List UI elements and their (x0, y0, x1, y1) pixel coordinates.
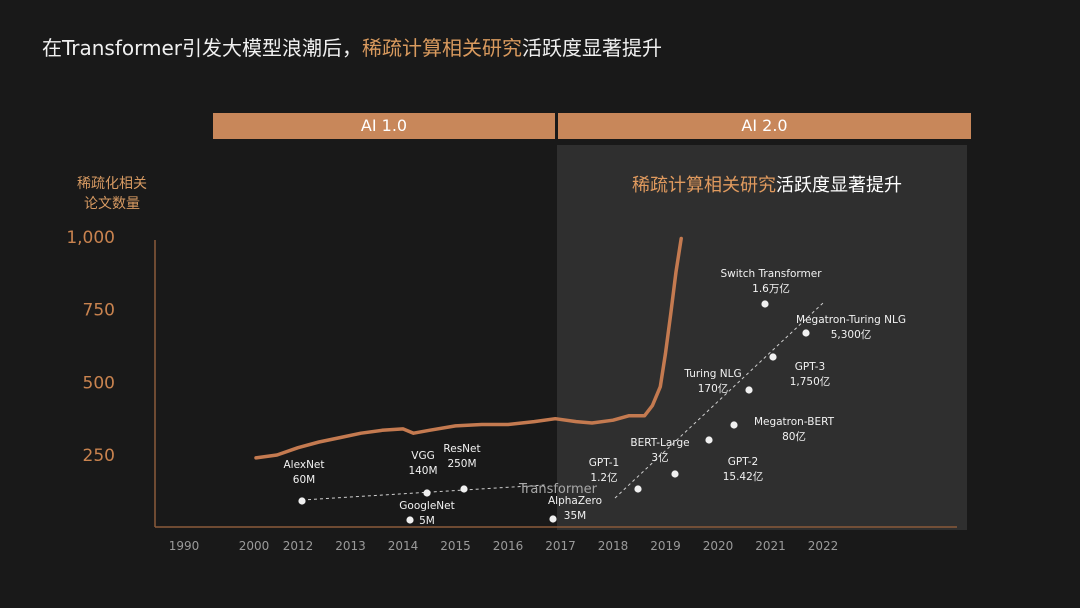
model-point (730, 421, 738, 429)
x-tick-label: 2020 (703, 539, 734, 553)
model-point (761, 300, 769, 308)
model-point (549, 515, 557, 523)
model-name-label: GoogleNet (399, 500, 454, 512)
title-highlight: 稀疏计算相关研究 (362, 36, 523, 60)
y-tick-label: 750 (83, 301, 115, 321)
era-ai1-bar: AI 1.0 (213, 113, 555, 139)
model-size-label: 1.2亿 (590, 471, 617, 484)
model-name-label: VGG (411, 450, 434, 462)
era-ai2-bar: AI 2.0 (558, 113, 971, 139)
model-name-label: ResNet (443, 443, 480, 455)
y-tick-label: 1,000 (66, 228, 115, 248)
panel-title-suffix: 活跃度显著提升 (776, 175, 902, 196)
model-size-label: 15.42亿 (723, 470, 764, 483)
transformer-label: Transformer (518, 482, 598, 497)
model-name-label: Turing NLG (683, 368, 741, 380)
x-tick-label: 2000 (239, 539, 270, 553)
model-size-label: 250M (447, 458, 476, 470)
x-tick-label: 2015 (440, 539, 471, 553)
x-tick-label: 2017 (545, 539, 576, 553)
model-point (705, 436, 713, 444)
model-name-label: GPT-1 (589, 457, 619, 469)
model-name-label: Switch Transformer (720, 268, 822, 280)
title-suffix: 活跃度显著提升 (522, 36, 663, 60)
y-axis-label-line1: 稀疏化相关 (77, 176, 147, 192)
y-axis-label: 稀疏化相关 论文数量 (70, 174, 154, 214)
x-tick-label: 2016 (493, 539, 524, 553)
model-name-label: Megatron-BERT (754, 416, 835, 428)
model-point (802, 329, 810, 337)
paper-count-curve (254, 236, 683, 460)
x-tick-label: 2014 (388, 539, 419, 553)
model-point (423, 489, 431, 497)
model-point (634, 485, 642, 493)
model-size-label: 60M (293, 474, 315, 486)
x-tick-label: 2013 (335, 539, 366, 553)
x-tick-label: 2012 (283, 539, 314, 553)
ai2-panel (557, 145, 967, 530)
x-tick-label: 2018 (598, 539, 629, 553)
model-size-label: 170亿 (698, 382, 729, 395)
model-point (460, 485, 468, 493)
model-point (745, 386, 753, 394)
y-axis-label-line2: 论文数量 (84, 196, 140, 212)
model-size-label: 35M (564, 510, 586, 522)
x-tick-label: 2022 (808, 539, 839, 553)
model-size-label: 80亿 (782, 430, 806, 443)
page-title: 在Transformer引发大模型浪潮后，稀疏计算相关研究活跃度显著提升 (42, 32, 662, 61)
y-tick-label: 250 (83, 446, 115, 466)
model-point (671, 470, 679, 478)
x-tick-label: 2019 (650, 539, 681, 553)
panel-title-highlight: 稀疏计算相关研究 (632, 175, 776, 196)
x-tick-label: 2021 (755, 539, 786, 553)
title-prefix: 在Transformer引发大模型浪潮后， (42, 36, 363, 60)
model-point (769, 353, 777, 361)
model-point (406, 516, 414, 524)
trend-line-ai2 (614, 302, 824, 499)
model-name-label: GPT-3 (795, 361, 825, 373)
model-size-label: 1.6万亿 (752, 282, 790, 295)
model-size-label: 5M (419, 515, 435, 527)
model-name-label: AlexNet (283, 459, 324, 471)
model-size-label: 140M (408, 465, 437, 477)
model-size-label: 3亿 (651, 451, 668, 464)
panel-title: 稀疏计算相关研究活跃度显著提升 (632, 171, 902, 197)
y-tick-label: 500 (83, 373, 115, 393)
model-name-label: Megatron-Turing NLG (796, 314, 906, 326)
model-size-label: 5,300亿 (831, 328, 872, 341)
model-name-label: AlphaZero (548, 495, 602, 507)
model-name-label: GPT-2 (728, 456, 758, 468)
model-point (298, 497, 306, 505)
x-tick-label: 1990 (169, 539, 200, 553)
model-size-label: 1,750亿 (790, 375, 831, 388)
model-name-label: BERT-Large (630, 437, 689, 449)
